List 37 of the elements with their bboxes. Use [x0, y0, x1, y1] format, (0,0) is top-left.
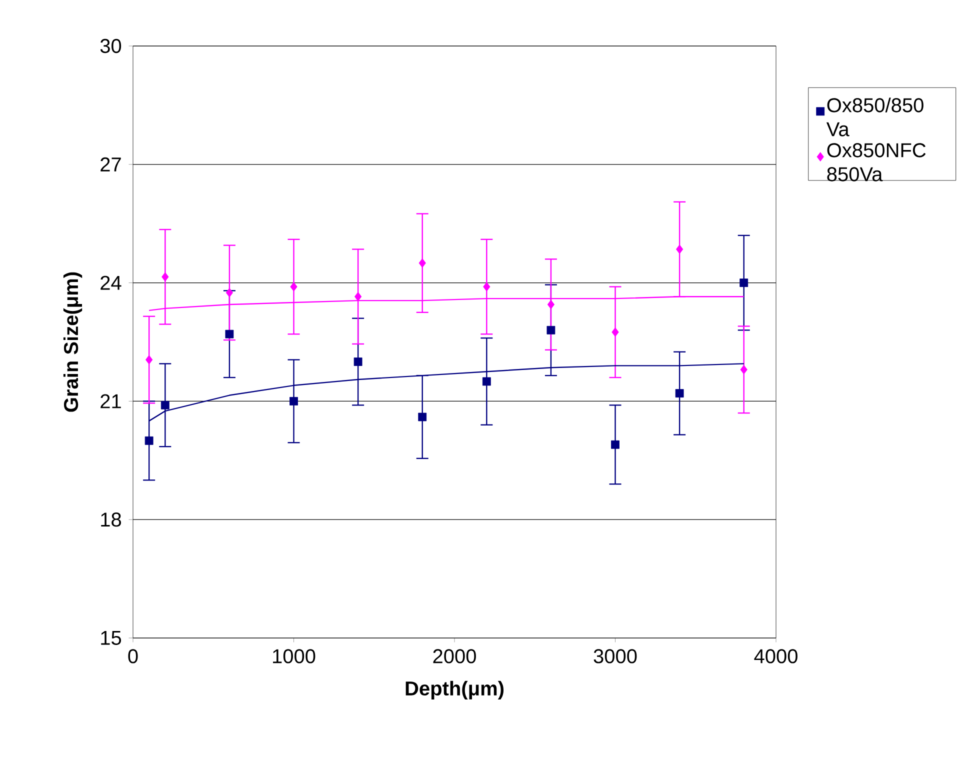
x-axis-title: Depth(μm) [406, 680, 504, 700]
point [676, 244, 684, 254]
x-tick-label: 1000 [273, 649, 316, 664]
point [354, 358, 362, 366]
point [547, 300, 555, 310]
y-tick-label: 21 [100, 394, 121, 408]
point [144, 436, 154, 445]
y-tick-label: 18 [101, 512, 121, 527]
point [546, 326, 556, 334]
point [482, 377, 491, 386]
x-tick-label: 2000 [433, 649, 476, 664]
point [162, 272, 169, 282]
point [146, 355, 153, 364]
point [290, 396, 298, 406]
point [418, 412, 427, 422]
point [418, 258, 426, 268]
legend-label: Ox850/850 Va [826, 98, 924, 136]
y-tick-label: 24 [100, 276, 122, 290]
point [160, 400, 170, 410]
y-axis-title: Grain Size(μm) [63, 272, 82, 412]
point [740, 364, 748, 374]
point [483, 282, 490, 292]
point [740, 278, 748, 287]
point [354, 292, 362, 302]
x-tick-label: 4000 [754, 649, 798, 664]
y-tick-label: 30 [100, 38, 122, 54]
point [611, 440, 620, 449]
legend-label: Ox850NFC 850Va [827, 143, 926, 182]
y-tick-label: 15 [101, 631, 122, 645]
point [225, 330, 234, 338]
x-tick-label: 3000 [594, 649, 637, 664]
x-tick-label: 0 [128, 649, 138, 664]
point [675, 389, 684, 398]
point [612, 327, 619, 337]
y-tick-label: 27 [100, 157, 121, 172]
point [226, 288, 234, 298]
point [290, 282, 298, 292]
